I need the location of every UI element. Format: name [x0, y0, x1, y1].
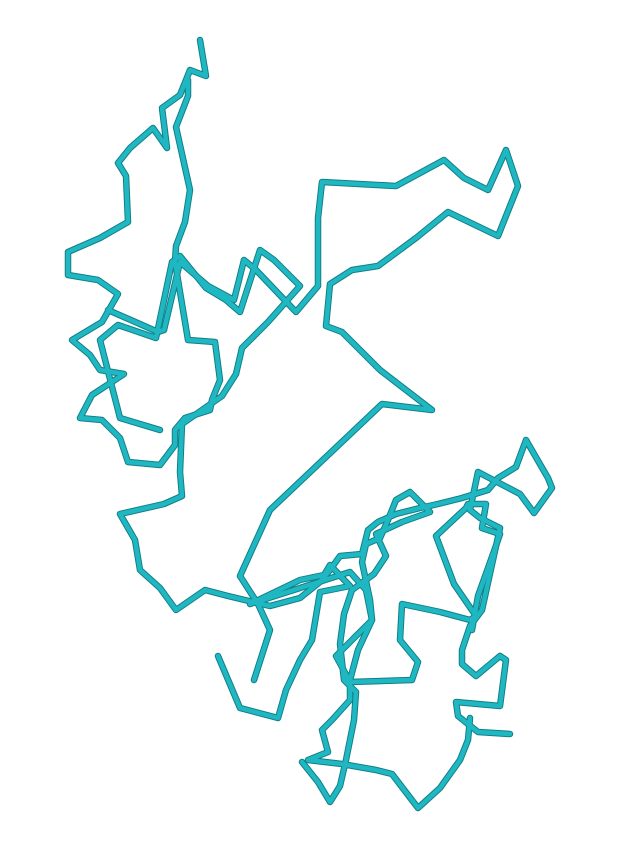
- backbone-chain: [105, 147, 521, 683]
- backbone-chain: [299, 489, 473, 811]
- backbone-chain: [65, 37, 223, 468]
- backbone-main-layer: [65, 37, 555, 811]
